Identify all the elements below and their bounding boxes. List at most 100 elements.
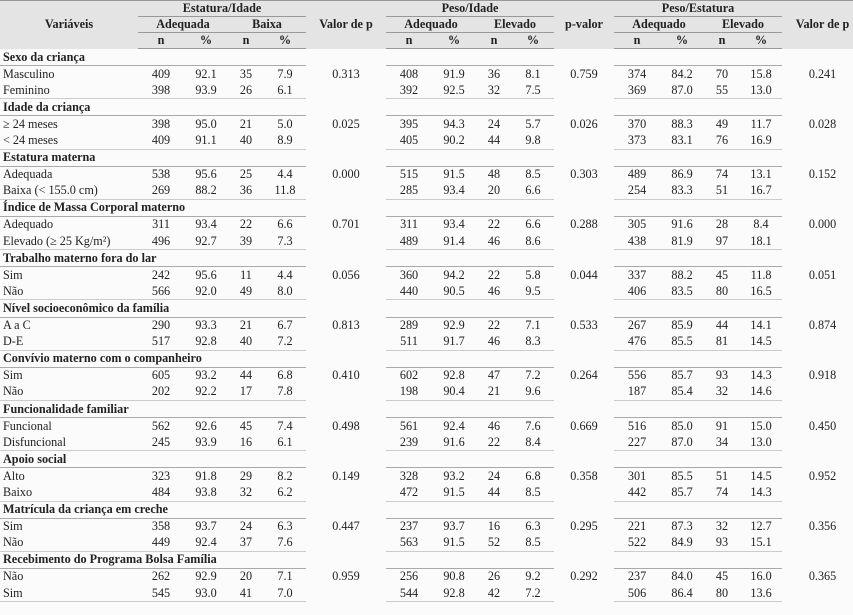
cell: 35 xyxy=(239,66,253,81)
cell: 5.0 xyxy=(277,116,293,131)
cell: 9.5 xyxy=(512,283,555,301)
p-value: 0.447 xyxy=(332,519,360,534)
cell: 91.5 xyxy=(443,167,465,182)
p-value: 0.813 xyxy=(332,318,360,332)
cell xyxy=(386,249,555,268)
cell: 290 xyxy=(151,318,171,333)
cell: 16 xyxy=(228,434,264,452)
cell xyxy=(614,450,783,469)
cell: 15.1 xyxy=(740,534,783,552)
cell: 92.6 xyxy=(195,418,217,433)
cell: 91.5 xyxy=(432,534,476,552)
cell: 311 xyxy=(152,217,170,232)
cell: 47 xyxy=(487,368,501,383)
header-cell: n xyxy=(704,32,741,49)
cell: 83.3 xyxy=(660,182,705,200)
p-value: 0.874 xyxy=(808,318,837,332)
row-label: Sim xyxy=(0,585,138,603)
cell xyxy=(306,250,386,267)
header-cell: Adequada xyxy=(138,16,228,33)
data-row: Sim 605 93.2 44 6.8 0.410 602 92.8 47 7.2 0.264 556… xyxy=(0,367,853,384)
cell: 93.9 xyxy=(184,434,228,452)
cell: 7.1 xyxy=(277,569,293,584)
group-title: Nível socioeconômico da família xyxy=(0,299,306,318)
cell: 511 xyxy=(386,333,432,351)
cell xyxy=(554,400,614,417)
cell: 92.4 xyxy=(443,418,465,433)
p-value: 0.303 xyxy=(570,167,598,182)
cell: 7.0 xyxy=(264,585,306,603)
cell: 7.6 xyxy=(264,534,306,552)
cell: 22 xyxy=(476,434,512,452)
cell: 44 xyxy=(239,368,253,383)
header-cell: n xyxy=(614,32,661,49)
cell: 398 xyxy=(138,82,184,100)
cell: 8.1 xyxy=(525,66,541,81)
cell: 49 xyxy=(715,116,729,131)
cell: 237 xyxy=(399,519,419,534)
cell: 93.4 xyxy=(443,217,465,232)
cell: 305 xyxy=(627,217,647,232)
cell: 51 xyxy=(715,468,729,483)
cell xyxy=(614,149,783,167)
group-title: Recebimento do Programa Bolsa Família xyxy=(0,551,306,569)
cell xyxy=(306,300,386,317)
group-title: Matrícula da criança em creche xyxy=(0,501,306,519)
cell: 85.9 xyxy=(671,318,693,333)
cell xyxy=(614,48,783,67)
header-cell: Variáveis xyxy=(0,0,138,49)
cell: 42 xyxy=(476,585,512,603)
cell: 93.7 xyxy=(443,519,465,534)
cell: 93.4 xyxy=(195,217,217,232)
cell: 70 xyxy=(715,66,729,81)
cell: 405 xyxy=(386,132,432,150)
header-cell: % xyxy=(740,32,783,49)
cell xyxy=(614,551,783,569)
data-row: Funcional 562 92.6 45 7.4 0.498 561 92.4 46 7.6 0.… xyxy=(0,418,853,435)
cell: 32 xyxy=(228,484,264,502)
cell: 406 xyxy=(614,283,661,301)
header-cell: Peso/Estatura xyxy=(614,0,783,17)
cell: 45 xyxy=(715,267,729,282)
cell: 7.2 xyxy=(525,368,541,383)
cell: 7.4 xyxy=(277,418,293,433)
row-label: Adequado xyxy=(3,217,54,232)
cell: 227 xyxy=(614,434,661,452)
group-row: Recebimento do Programa Bolsa Família xyxy=(0,551,853,569)
cell: 93.8 xyxy=(184,484,228,502)
cell: 562 xyxy=(151,418,171,433)
p-value: 0.952 xyxy=(808,468,837,483)
cell: 87.3 xyxy=(671,519,693,534)
cell xyxy=(554,149,614,166)
row-label: Disfuncional xyxy=(0,434,138,452)
cell: 18.1 xyxy=(740,233,783,251)
cell: 360 xyxy=(399,267,419,282)
data-row: Não 449 92.4 37 7.6 563 91.5 52 8.5 522 84.9 93 15.1 xyxy=(0,534,853,552)
data-row: Masculino 409 92.1 35 7.9 0.313 408 91.9 36 8.1 0.… xyxy=(0,66,853,83)
data-row: Não 202 92.2 17 7.8 198 90.4 21 9.6 187 85.4 32 14.6 xyxy=(0,383,853,401)
cell: 8.9 xyxy=(264,132,306,150)
cell xyxy=(306,350,386,367)
cell: 21 xyxy=(239,318,253,333)
cell: 20 xyxy=(476,182,512,200)
cell: 45 xyxy=(239,418,253,433)
cell xyxy=(782,250,853,267)
cell: 49 xyxy=(228,283,264,301)
cell: 91.6 xyxy=(432,434,476,452)
cell xyxy=(306,451,386,468)
cell: 94.2 xyxy=(443,267,465,282)
header-cell: n xyxy=(228,32,264,49)
row-label: A a C xyxy=(3,318,31,333)
data-row: Sim 242 95.6 11 4.4 0.056 360 94.2 22 5.8 0.044 337… xyxy=(0,267,853,284)
cell xyxy=(306,99,386,116)
row-label: Sim xyxy=(3,368,23,383)
cell: 7.3 xyxy=(264,233,306,251)
row-label: Não xyxy=(3,569,24,584)
cell: 44 xyxy=(476,132,512,150)
cell: 48 xyxy=(487,167,501,182)
cell: 92.1 xyxy=(195,66,217,81)
p-value: 0.292 xyxy=(570,569,598,584)
cell: 83.5 xyxy=(660,283,705,301)
row-label: Masculino xyxy=(3,66,55,81)
p-value: 0.288 xyxy=(570,217,598,232)
